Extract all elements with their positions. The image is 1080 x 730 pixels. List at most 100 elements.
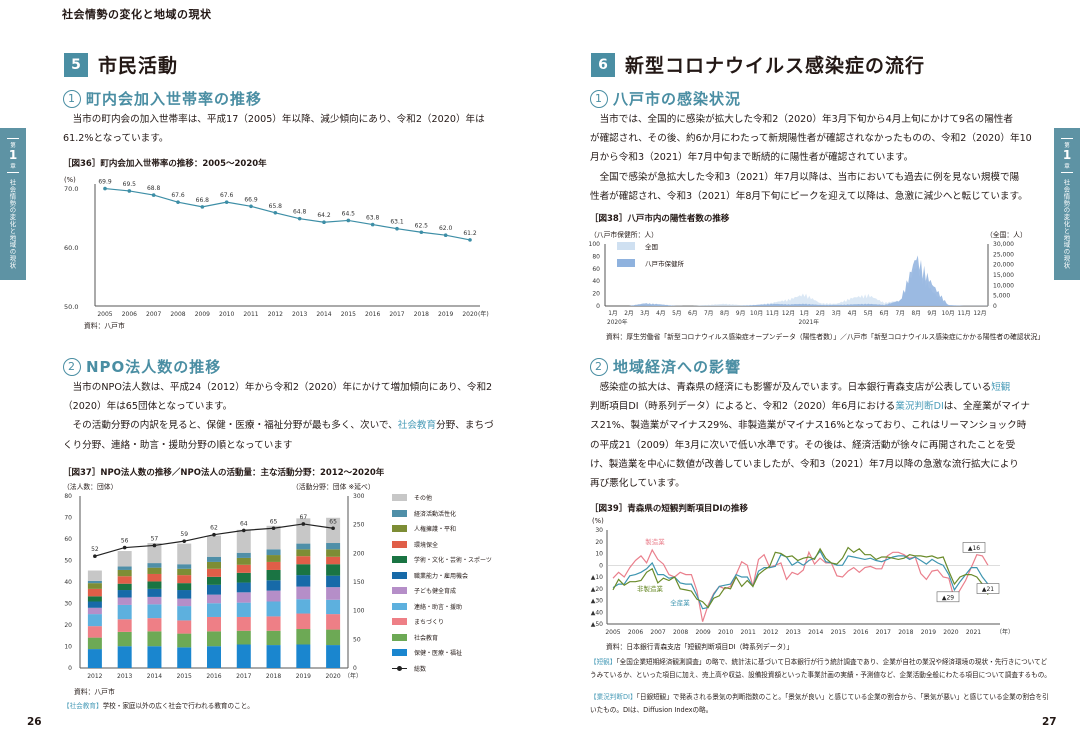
figure-caption-38: ［図38］八戸市内の陽性者数の推移 — [590, 214, 730, 224]
glossary-link-tankan[interactable]: 短観 — [991, 382, 1011, 393]
text-line: 当市のNPO法人数は、平成24（2012）年から令和2（2020）年にかけて増加… — [72, 382, 493, 393]
divider — [1061, 172, 1073, 173]
legend-label: 環境保全 — [414, 541, 439, 549]
svg-text:2016: 2016 — [365, 311, 380, 318]
glossary-link-social-education[interactable]: 社会教育 — [397, 420, 437, 432]
left-axis-unit: （法人数：団体） — [63, 483, 118, 491]
svg-text:9月: 9月 — [927, 310, 937, 317]
text-span: 分野、まちづ — [436, 420, 494, 432]
footnote-tankan: 【短観】「全国企業短期経済観測調査」の略で、統計法に基づいて日本銀行が行う統計調… — [590, 656, 1052, 682]
svg-text:▲20: ▲20 — [591, 586, 603, 593]
svg-text:3月: 3月 — [640, 310, 650, 317]
svg-text:59: 59 — [180, 531, 188, 538]
paragraph: 感染症の拡大は、青森県の経済にも影響が及んでいます。日本銀行青森支店が公表してい… — [590, 378, 1050, 493]
svg-text:（年）: （年） — [344, 672, 362, 680]
footnote-text: 学校・家庭以外の広く社会で行われる教育のこと。 — [102, 702, 254, 710]
text-line: が確認され、その後、約6か月にわたって新規陽性者が確認されなかったものの、令和2… — [590, 133, 1032, 145]
legend-item: 環境保全 — [392, 537, 492, 553]
svg-text:2009: 2009 — [695, 629, 710, 636]
circled-number: 1 — [63, 89, 81, 108]
svg-text:6月: 6月 — [880, 310, 890, 317]
svg-text:非製造業: 非製造業 — [637, 584, 664, 593]
legend-label: まちづくり — [414, 619, 445, 627]
right-page: 第 1 章 社会情勢の変化と地域の現状 6 新型コロナウイルス感染症の流行 1 … — [540, 0, 1080, 730]
svg-text:2017: 2017 — [389, 311, 404, 318]
text-line: その活動分野の内訳を見ると、保健・医療・福祉分野が最も多く、次いで、社会教育分野… — [63, 416, 503, 435]
svg-text:25,000: 25,000 — [993, 251, 1014, 258]
running-header: 社会情勢の変化と地域の現状 — [62, 8, 212, 21]
svg-text:2017: 2017 — [236, 673, 251, 680]
legend-label: 人権擁護・平和 — [414, 526, 457, 534]
svg-text:▲16: ▲16 — [968, 545, 980, 552]
text-line: ス21%、製造業がマイナス29%、非製造業がマイナス16%となっており、これはリ… — [590, 420, 1027, 432]
svg-text:2015: 2015 — [831, 629, 846, 636]
svg-text:2020: 2020 — [325, 673, 340, 680]
legend-swatch — [392, 633, 407, 641]
svg-text:2019: 2019 — [296, 673, 311, 680]
legend-swatch — [392, 587, 407, 595]
legend-label: 総数 — [414, 665, 427, 673]
legend-label: 学術・文化・芸術・スポーツ — [414, 557, 492, 565]
svg-text:0: 0 — [68, 665, 72, 672]
svg-text:2017: 2017 — [876, 629, 891, 636]
svg-text:50.0: 50.0 — [64, 303, 78, 311]
svg-text:65: 65 — [270, 518, 278, 525]
page-number: 26 — [27, 716, 42, 728]
svg-text:66.8: 66.8 — [196, 197, 210, 204]
svg-text:2008: 2008 — [673, 629, 688, 636]
svg-text:2020: 2020 — [943, 629, 958, 636]
legend-label: 全国 — [645, 242, 658, 251]
svg-text:150: 150 — [353, 579, 365, 586]
legend-swatch — [392, 571, 407, 579]
svg-text:20: 20 — [64, 622, 72, 629]
svg-text:12月: 12月 — [973, 310, 986, 317]
source-note: 資料：日本銀行青森支店「短観判断項目DI（時系列データ）」 — [606, 643, 794, 651]
svg-text:40: 40 — [64, 579, 72, 586]
svg-text:300: 300 — [353, 493, 365, 500]
subsection-title: NPO法人数の推移 — [86, 358, 222, 376]
svg-text:2020: 2020 — [462, 311, 477, 318]
figure-caption-36: ［図36］町内会加入世帯率の推移：2005～2020年 — [63, 159, 267, 169]
svg-text:11月: 11月 — [957, 310, 970, 317]
legend-item: 全国 — [617, 237, 684, 254]
text-line: くり分野、連絡・助言・援助分野の順となっています — [63, 439, 293, 451]
y-axis-unit: (%) — [592, 517, 604, 525]
svg-text:10: 10 — [64, 644, 72, 651]
svg-text:5月: 5月 — [672, 310, 682, 317]
legend-line-marker — [392, 665, 407, 672]
text-line: の平成21（2009）年3月に次いで低い水準です。その後は、経済活動が徐々に再開… — [590, 439, 1016, 451]
subsection-title: 八戸市の感染状況 — [613, 90, 742, 108]
svg-text:0: 0 — [599, 562, 603, 569]
svg-text:68.8: 68.8 — [147, 185, 161, 192]
svg-text:20: 20 — [592, 291, 600, 298]
svg-text:2006: 2006 — [122, 311, 137, 318]
svg-text:10: 10 — [595, 551, 603, 558]
svg-text:2010: 2010 — [718, 629, 733, 636]
section-heading-5: 5 市民活動 — [64, 51, 178, 78]
legend-item: 人権擁護・平和 — [392, 521, 492, 537]
svg-text:5,000: 5,000 — [993, 293, 1010, 300]
legend-item: 連絡・助言・援助 — [392, 599, 492, 615]
footnote-tag: 【社会教育】 — [63, 702, 103, 710]
svg-text:2014: 2014 — [316, 311, 331, 318]
glossary-link-business-di[interactable]: 業況判断DI — [895, 401, 944, 413]
svg-text:2016: 2016 — [206, 673, 221, 680]
svg-text:67.6: 67.6 — [171, 192, 185, 199]
text-line: け、製造業を中心に数値が改善していましたが、令和3（2021）年7月以降の急激な… — [590, 458, 1019, 470]
divider — [7, 172, 19, 173]
circled-number: 1 — [590, 89, 608, 108]
svg-text:69.5: 69.5 — [123, 181, 137, 188]
svg-text:56: 56 — [121, 538, 129, 545]
legend-swatch — [392, 556, 407, 564]
svg-text:80: 80 — [64, 493, 72, 500]
chart-legend-fig37: その他 経済活動活性化 人権擁護・平和 環境保全 学術・文化・芸術・スポーツ 職業能力・雇… — [392, 490, 492, 676]
area-chart-fig38: 0 20 40 60 80 100 0 5,000 10,000 15,000 20,000 25,0… — [589, 241, 1015, 326]
section-number: 5 — [64, 52, 88, 77]
text-line: 当市では、全国的に感染が拡大した令和2（2020）年3月下旬から4月上旬にかけて… — [599, 114, 1013, 125]
svg-text:▲21: ▲21 — [982, 586, 994, 593]
svg-text:8月: 8月 — [720, 310, 730, 317]
svg-text:100: 100 — [589, 241, 601, 248]
svg-text:30,000: 30,000 — [993, 241, 1014, 248]
source-note: 資料：八戸市 — [84, 322, 125, 330]
footnote-business-di: 【業況判断DI】「日銀短観」で発表される景気の判断指数のこと。「景気が良い」と感… — [590, 691, 1052, 717]
